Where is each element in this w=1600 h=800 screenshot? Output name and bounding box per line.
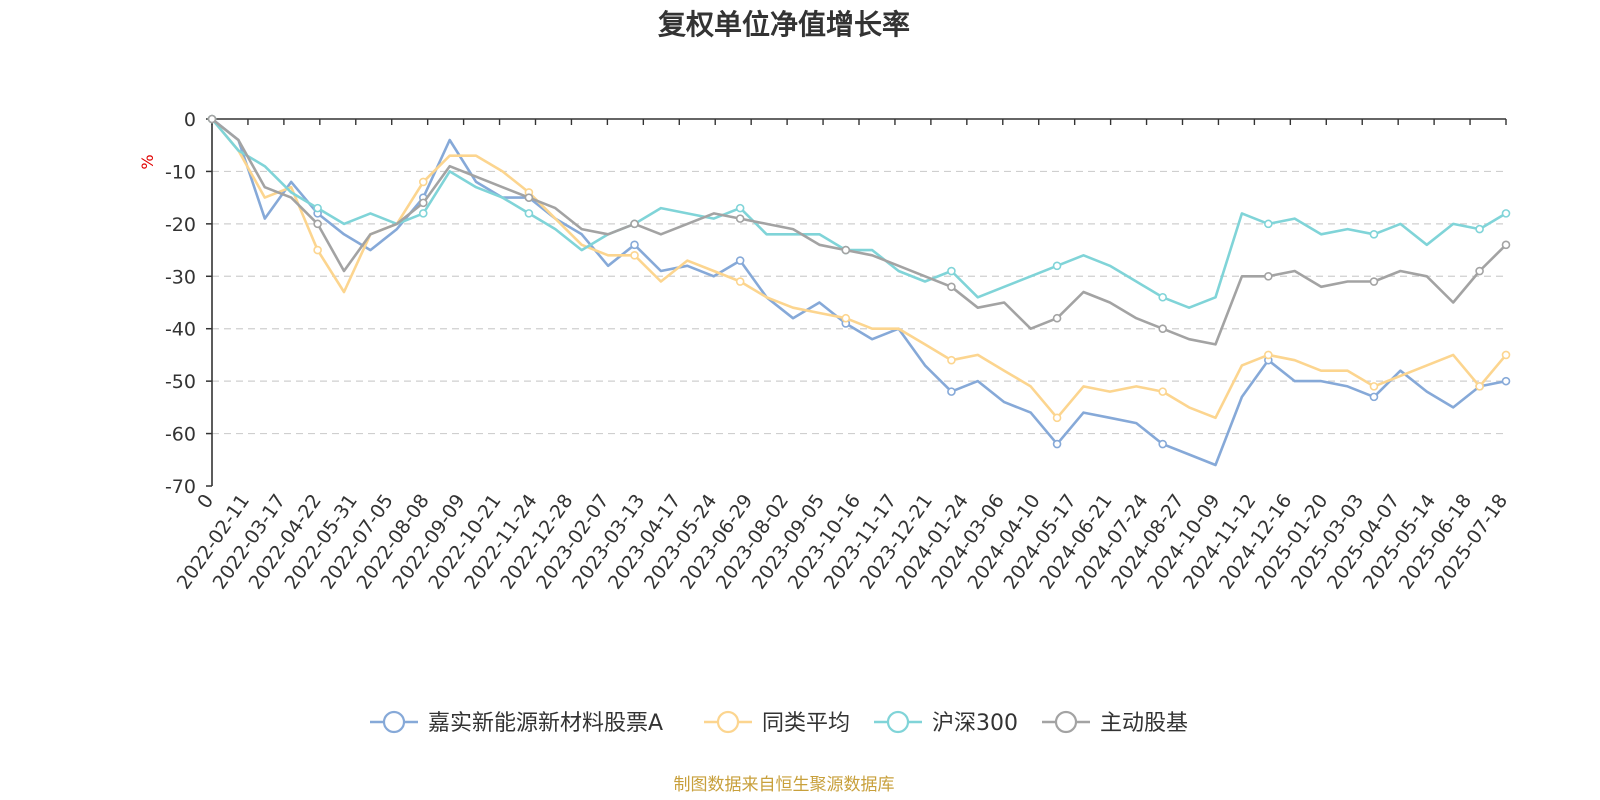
series-point — [1369, 382, 1379, 391]
series-point — [207, 114, 217, 124]
y-axis-unit-label: % — [138, 154, 157, 169]
y-tick-label: -50 — [165, 371, 196, 393]
series-point — [1369, 230, 1379, 239]
series-point — [418, 177, 428, 187]
series-point — [947, 355, 956, 365]
series-line — [210, 117, 1508, 467]
series-point — [947, 266, 956, 276]
series-point — [1501, 209, 1511, 218]
series-lines — [207, 114, 1511, 467]
series-point — [1158, 439, 1167, 449]
series-line — [210, 117, 1508, 346]
legend-label: 主动股基 — [1100, 711, 1188, 736]
series-point — [524, 193, 534, 202]
legend[interactable]: 嘉实新能源新材料股票A 同类平均 沪深300 主动股基 — [370, 710, 1188, 736]
x-axis-ticks: 02022-02-112022-03-172022-04-222022-05-3… — [173, 119, 1512, 593]
series-point — [1052, 261, 1062, 271]
legend-item[interactable]: 沪深300 — [874, 710, 1018, 736]
legend-label: 嘉实新能源新材料股票A — [428, 711, 663, 736]
series-point — [841, 313, 851, 323]
series-point — [1052, 413, 1062, 423]
series-point — [947, 387, 956, 396]
y-axis-ticks: 0 -10 -20 -30 -40 -50 -60 -70 — [165, 109, 212, 498]
series-point — [1264, 350, 1273, 360]
series-point — [1475, 266, 1484, 276]
legend-marker — [716, 710, 740, 734]
legend-marker — [1054, 710, 1078, 734]
x-tick-label: 0 — [193, 490, 218, 513]
series-1 — [207, 114, 1511, 423]
series-point — [1501, 350, 1511, 360]
series-line — [210, 117, 1508, 420]
y-tick-label: -10 — [165, 161, 196, 183]
series-point — [1501, 240, 1511, 250]
series-point — [735, 277, 745, 286]
series-point — [1264, 219, 1273, 229]
series-3 — [207, 114, 1511, 346]
series-point — [1158, 292, 1167, 302]
y-tick-label: -60 — [165, 424, 196, 446]
series-point — [313, 203, 322, 213]
series-point — [630, 240, 639, 250]
y-tick-label: -20 — [165, 214, 196, 236]
series-point — [735, 214, 745, 223]
series-point — [418, 209, 428, 218]
series-point — [1369, 392, 1379, 402]
legend-marker — [382, 710, 406, 734]
data-source-note: 制图数据来自恒生聚源数据库 — [674, 775, 895, 795]
series-point — [1475, 382, 1484, 391]
series-point — [1158, 387, 1167, 396]
series-point — [524, 209, 534, 218]
series-point — [418, 198, 428, 208]
legend-marker — [886, 710, 910, 734]
legend-item[interactable]: 嘉实新能源新材料股票A — [370, 710, 663, 736]
series-point — [313, 219, 322, 229]
y-tick-label: -30 — [165, 266, 196, 288]
series-point — [1501, 376, 1511, 386]
series-point — [1052, 439, 1062, 449]
series-point — [735, 203, 745, 213]
legend-item[interactable]: 同类平均 — [704, 710, 850, 736]
series-0 — [207, 114, 1511, 467]
series-point — [1475, 224, 1484, 234]
series-point — [313, 245, 322, 255]
axes — [211, 118, 1506, 486]
legend-item[interactable]: 主动股基 — [1042, 710, 1188, 736]
series-point — [1052, 313, 1062, 323]
series-point — [947, 282, 956, 292]
series-point — [630, 251, 639, 260]
y-tick-label: -40 — [165, 319, 196, 341]
series-line — [210, 117, 1508, 310]
series-point — [841, 245, 851, 255]
series-point — [630, 219, 639, 229]
chart-title: 复权单位净值增长率 — [658, 8, 910, 41]
series-point — [1264, 271, 1273, 281]
series-point — [1158, 324, 1167, 334]
legend-label: 同类平均 — [762, 711, 850, 736]
y-tick-label: -70 — [165, 476, 196, 498]
series-point — [1369, 277, 1379, 286]
y-tick-label: 0 — [184, 109, 196, 131]
series-point — [735, 256, 745, 265]
legend-label: 沪深300 — [932, 711, 1018, 736]
